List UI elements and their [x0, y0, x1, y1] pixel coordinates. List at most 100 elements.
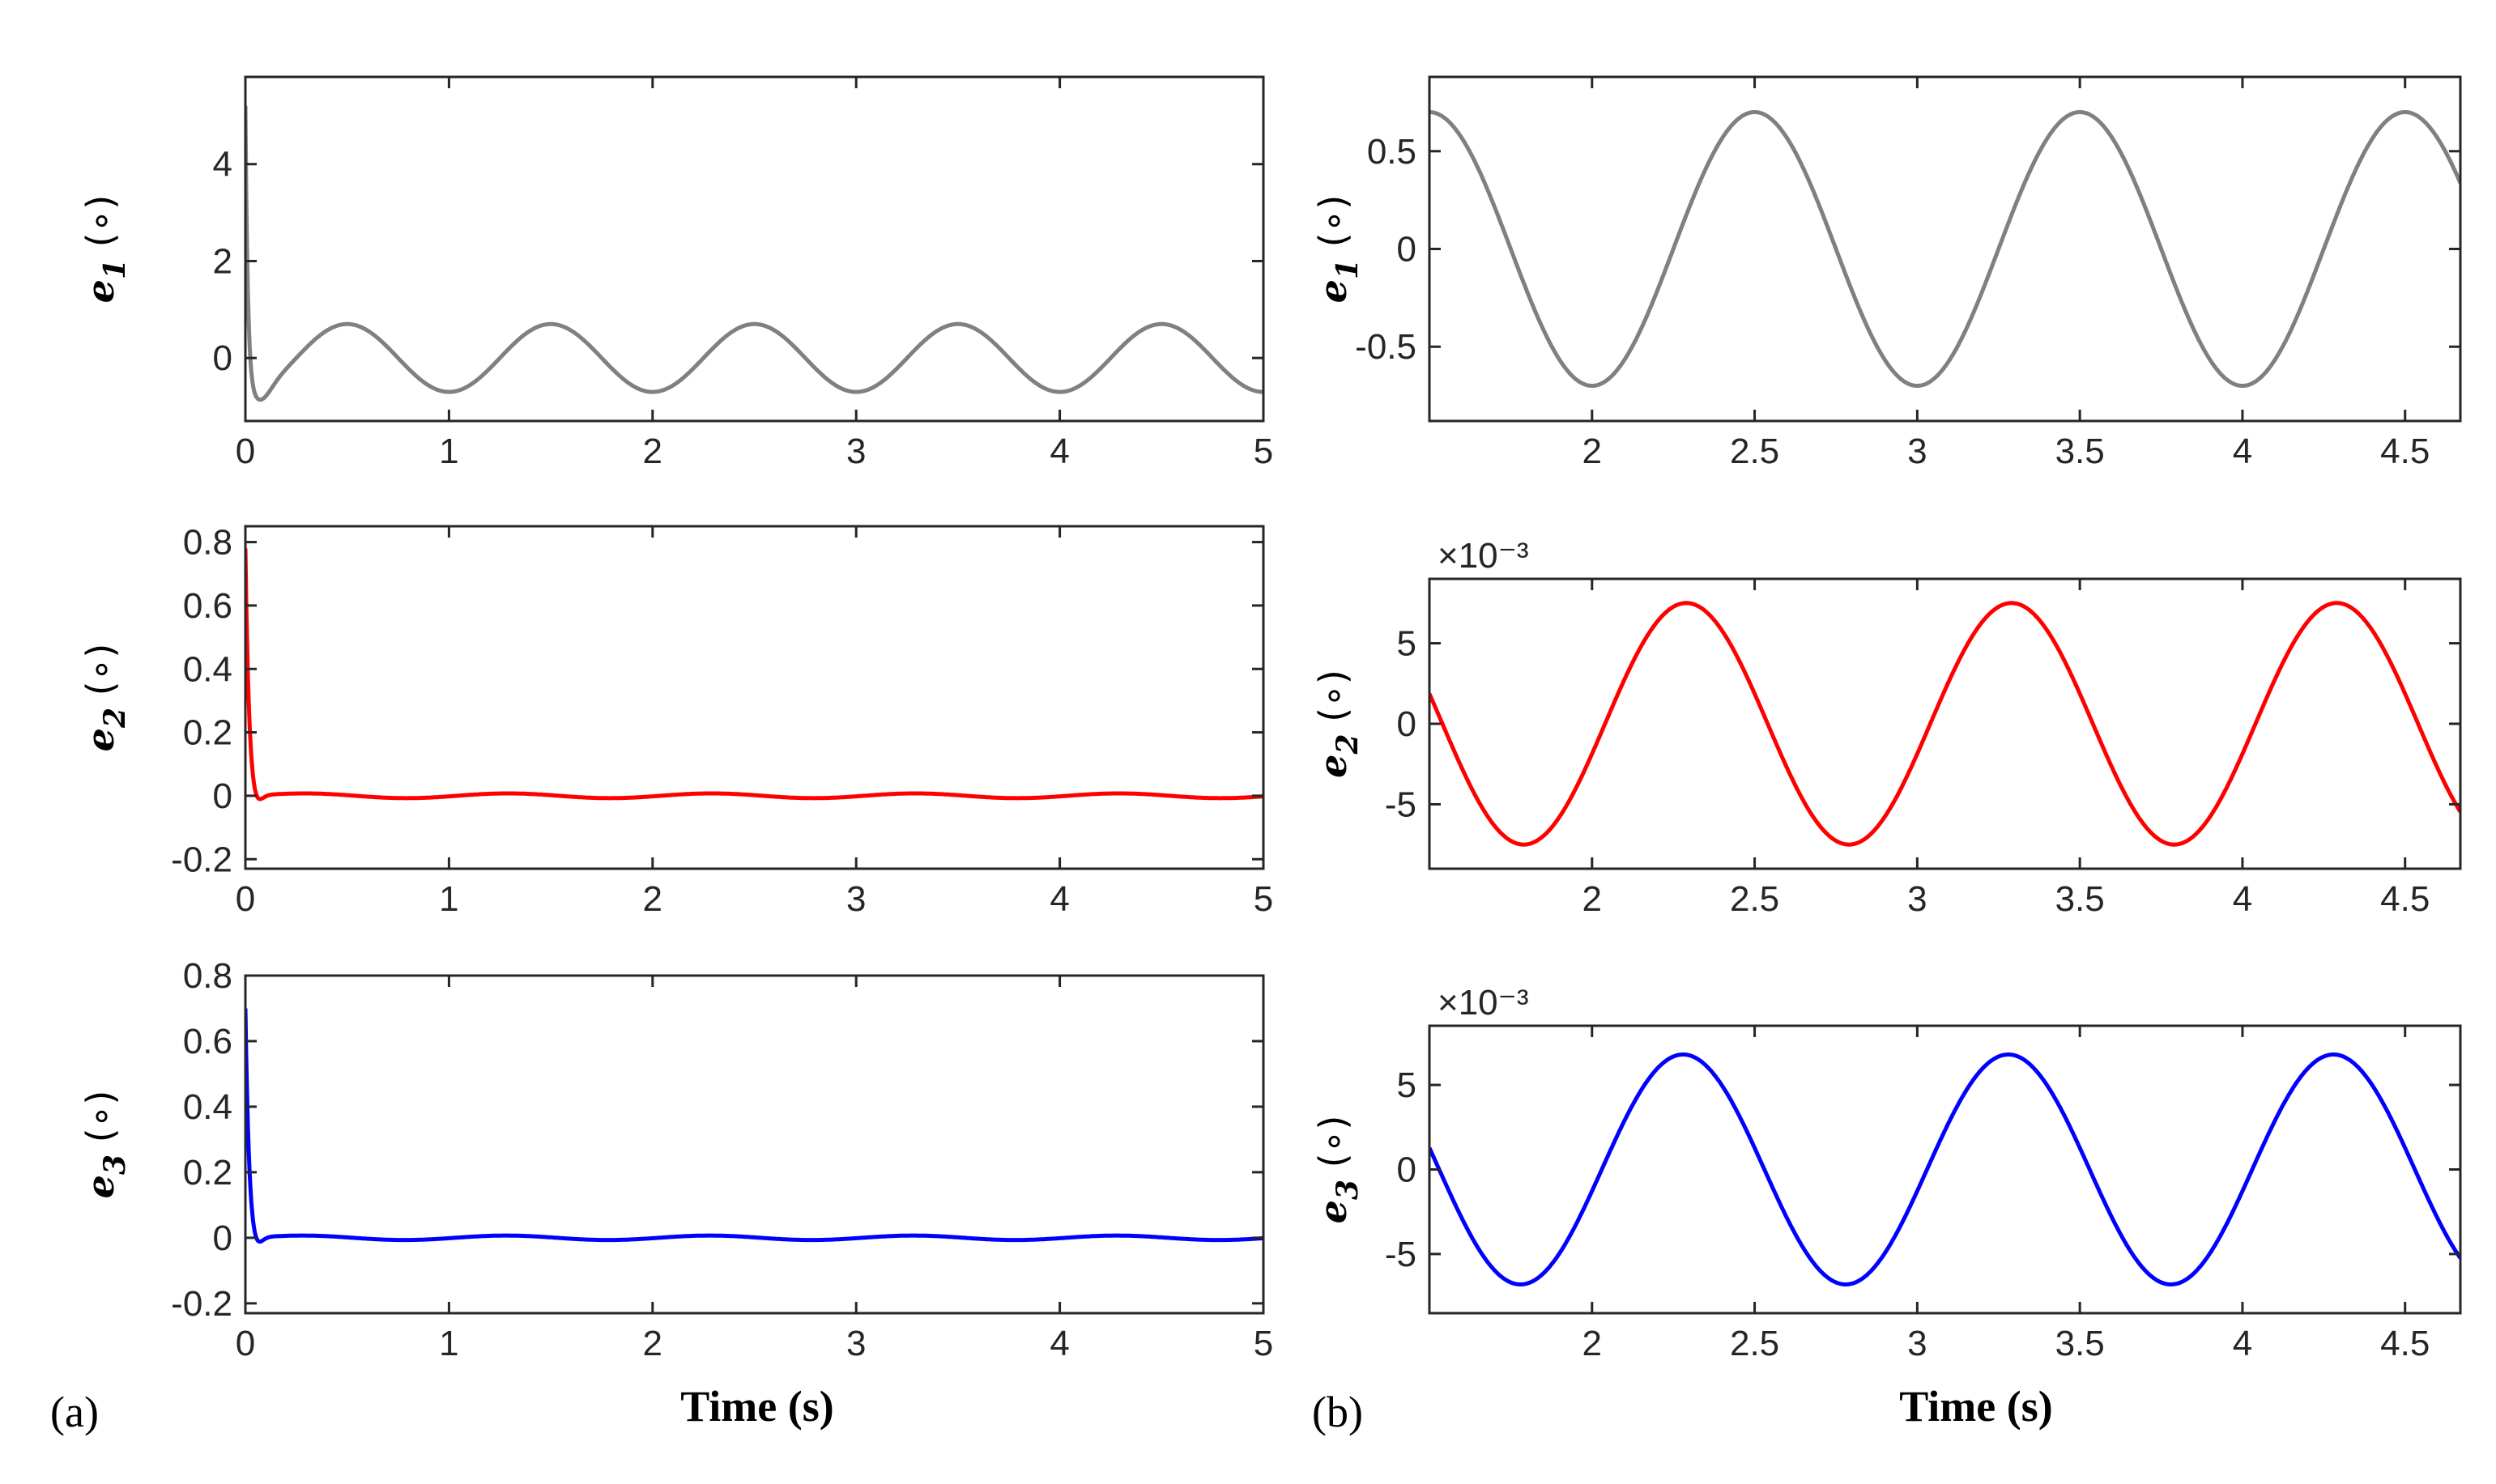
y-tick-label-a3-4: 0.6	[183, 1022, 232, 1061]
y-axis-label-unit: (∘)	[1311, 670, 1355, 733]
series-line-b3-0	[1429, 1052, 2460, 1286]
y-axis-label-b1: e1 (∘)	[1311, 195, 1365, 304]
x-tick-label-b3-1: 2.5	[1730, 1324, 1779, 1363]
y-tick-label-a1-2: 4	[213, 145, 232, 185]
panel-b-label: (b)	[1312, 1388, 1363, 1436]
y-axis-label-symbol: e	[1311, 279, 1355, 303]
y-tick-label-a3-0: -0.2	[171, 1284, 232, 1324]
x-tick-label-b3-0: 2	[1582, 1324, 1602, 1363]
y-axis-label-symbol: e	[1311, 1200, 1355, 1223]
chart-b1: 2 2.5 3 3.5 4 4.5-0.500.5e1 (∘)	[1311, 75, 2462, 471]
series-line-a1-0	[245, 105, 1263, 402]
x-tick-label-a2-1: 1	[439, 879, 458, 919]
x-tick-label-a1-0: 0	[236, 432, 255, 471]
y-axis-label-a2: e2 (∘)	[79, 644, 132, 752]
y-tick-label-a3-1: 0	[213, 1218, 232, 1258]
y-tick-label-a1-1: 2	[213, 241, 232, 281]
y-tick-label-a1-0: 0	[213, 338, 232, 378]
x-tick-label-b3-4: 4	[2233, 1324, 2252, 1363]
y-tick-label-a2-0: -0.2	[171, 840, 232, 879]
axes-frame-a3	[244, 974, 1265, 1315]
y-axis-label-unit: (∘)	[1311, 195, 1355, 259]
y-tick-label-b1-2: 0.5	[1367, 132, 1416, 172]
x-tick-label-b2-2: 3	[1907, 879, 1927, 919]
y-axis-label-symbol: e	[79, 1175, 122, 1198]
x-tick-label-a3-0: 0	[236, 1324, 255, 1363]
y-axis-label-b2: e2 (∘)	[1311, 670, 1365, 778]
x-tick-label-b2-1: 2.5	[1730, 879, 1779, 919]
y-tick-label-a3-5: 0.8	[183, 956, 232, 996]
y-axis-label-subscript: 2	[1331, 733, 1365, 755]
y-axis-label-subscript: 2	[98, 708, 132, 729]
y-axis-label-a3: e3 (∘)	[79, 1091, 132, 1199]
series-line-a2-0	[245, 548, 1263, 802]
y-axis-label-unit: (∘)	[79, 195, 122, 259]
x-tick-label-b2-5: 4.5	[2380, 879, 2430, 919]
y-tick-label-b1-1: 0	[1397, 230, 1416, 270]
x-tick-label-a1-2: 2	[643, 432, 662, 471]
x-tick-label-a2-3: 3	[846, 879, 866, 919]
y-axis-label-unit: (∘)	[1311, 1116, 1355, 1180]
x-tick-label-a3-1: 1	[439, 1324, 458, 1363]
x-tick-label-b3-2: 3	[1907, 1324, 1927, 1363]
x-tick-label-b1-5: 4.5	[2380, 432, 2430, 471]
y-axis-label-b3: e3 (∘)	[1311, 1116, 1365, 1224]
y-tick-label-b3-2: 5	[1397, 1065, 1416, 1105]
series-line-a3-0	[245, 1008, 1263, 1244]
y-axis-label-symbol: e	[79, 728, 122, 751]
y-tick-label-a2-4: 0.6	[183, 586, 232, 626]
x-tick-label-b1-2: 3	[1907, 432, 1927, 471]
chart-a3: 0 1 2 3 4 5-0.200.20.40.60.8e3 (∘)	[79, 956, 1273, 1363]
x-tick-label-a2-0: 0	[236, 879, 255, 919]
x-tick-label-a3-4: 4	[1050, 1324, 1069, 1363]
chart-a2: 0 1 2 3 4 5-0.200.20.40.60.8e2 (∘)	[79, 523, 1273, 919]
x-tick-label-b1-1: 2.5	[1730, 432, 1779, 471]
x-tick-label-a2-2: 2	[643, 879, 662, 919]
series-line-b2-0	[1429, 601, 2460, 847]
y-tick-label-a2-3: 0.4	[183, 649, 232, 689]
y-tick-label-b2-1: 0	[1397, 704, 1416, 744]
x-tick-label-b1-3: 3.5	[2055, 432, 2105, 471]
y-tick-label-b2-2: 5	[1397, 624, 1416, 664]
y-axis-label-unit: (∘)	[79, 644, 122, 708]
axes-frame-a1	[244, 75, 1265, 423]
y-axis-label-symbol: e	[79, 279, 122, 303]
x-tick-label-b3-5: 4.5	[2380, 1324, 2430, 1363]
y-axis-label-a1: e1 (∘)	[79, 195, 132, 304]
y-axis-label-subscript: 1	[1331, 259, 1365, 279]
x-tick-label-a1-4: 4	[1050, 432, 1069, 471]
x-tick-label-b1-0: 2	[1582, 432, 1602, 471]
y-axis-label-subscript: 3	[98, 1154, 132, 1175]
x-tick-label-b3-3: 3.5	[2055, 1324, 2105, 1363]
y-tick-label-a2-5: 0.8	[183, 523, 232, 563]
y-tick-label-b1-0: -0.5	[1355, 327, 1416, 367]
y-tick-label-a2-1: 0	[213, 776, 232, 816]
x-tick-label-a1-1: 1	[439, 432, 458, 471]
exponent-label-b2: ×10⁻³	[1438, 536, 1529, 576]
y-tick-label-a3-2: 0.2	[183, 1153, 232, 1193]
y-axis-label-symbol: e	[1311, 755, 1355, 778]
x-tick-label-b1-4: 4	[2233, 432, 2252, 471]
x-tick-label-b2-3: 3.5	[2055, 879, 2105, 919]
x-tick-label-a3-5: 5	[1254, 1324, 1273, 1363]
x-tick-label-a3-2: 2	[643, 1324, 662, 1363]
y-axis-label-unit: (∘)	[79, 1091, 122, 1154]
y-tick-label-b3-0: -5	[1385, 1235, 1416, 1274]
y-axis-label-subscript: 1	[98, 259, 132, 279]
y-tick-label-b2-0: -5	[1385, 785, 1416, 824]
y-tick-label-a3-3: 0.4	[183, 1087, 232, 1127]
y-tick-label-b3-1: 0	[1397, 1150, 1416, 1190]
chart-b3: 2 2.5 3 3.5 4 4.5-505×10⁻³e3 (∘)	[1311, 983, 2462, 1363]
panel-a-label: (a)	[50, 1388, 99, 1436]
panel-a-xlabel: Time (s)	[680, 1382, 833, 1431]
exponent-label-b3: ×10⁻³	[1438, 983, 1529, 1023]
x-tick-label-a2-4: 4	[1050, 879, 1069, 919]
x-tick-label-b2-4: 4	[2233, 879, 2252, 919]
x-tick-label-a1-5: 5	[1254, 432, 1273, 471]
x-tick-label-a3-3: 3	[846, 1324, 866, 1363]
x-tick-label-a2-5: 5	[1254, 879, 1273, 919]
y-axis-label-subscript: 3	[1331, 1180, 1365, 1200]
